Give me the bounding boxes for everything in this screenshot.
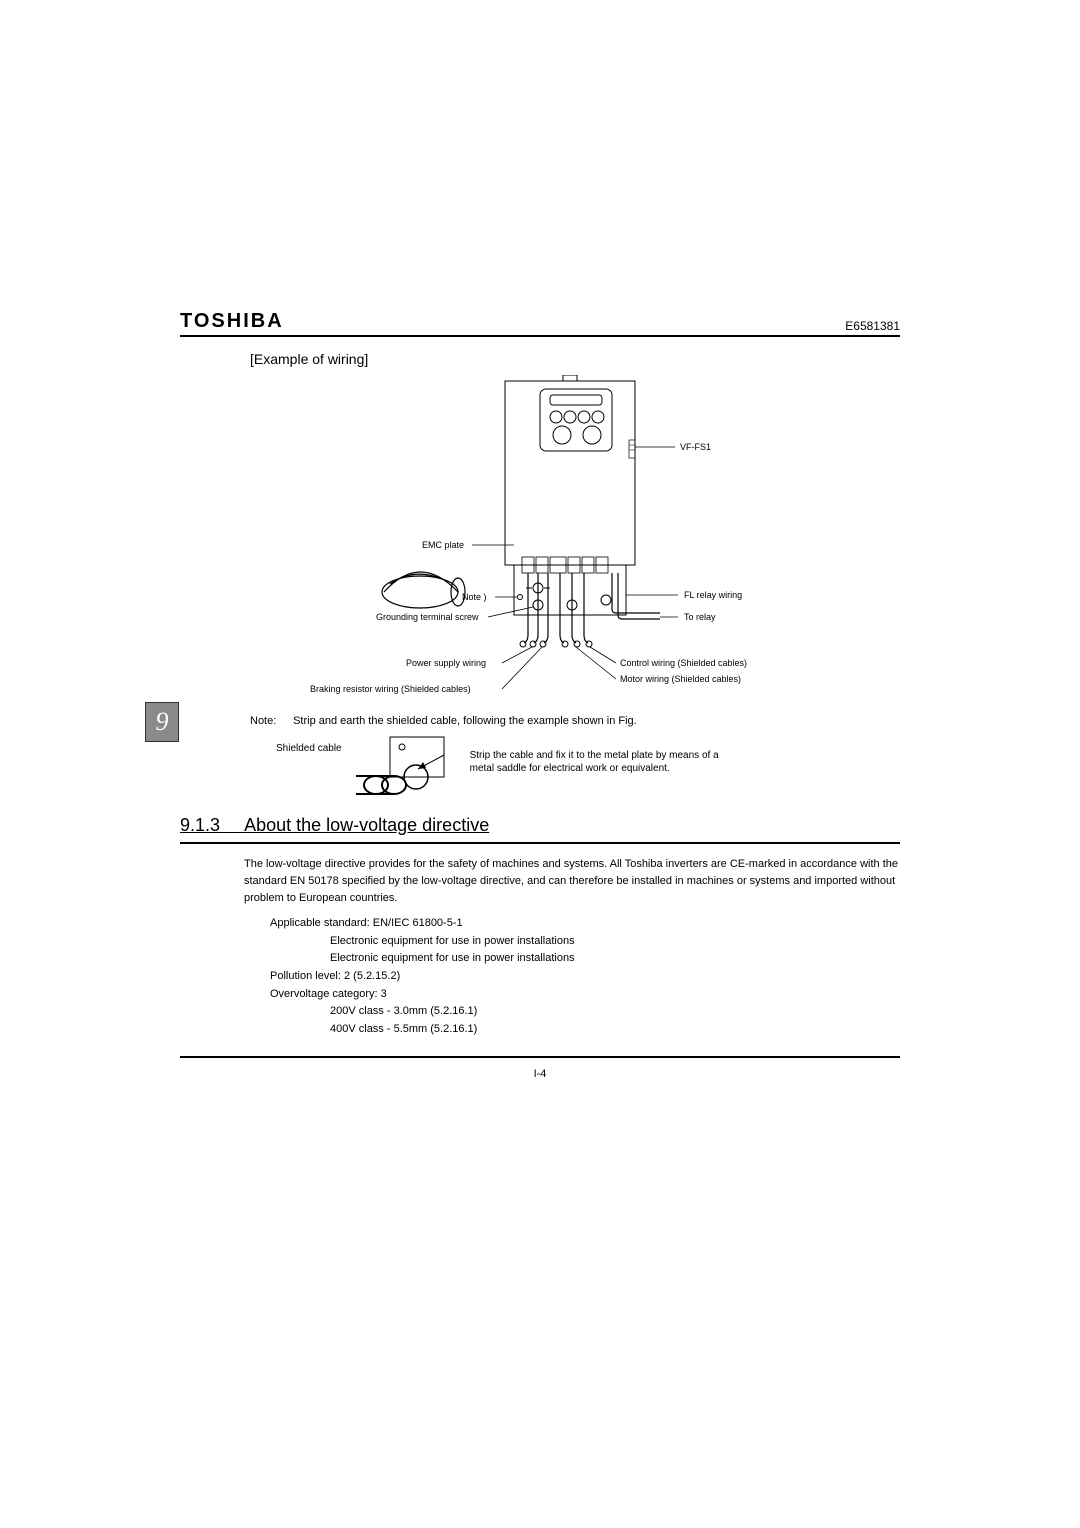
spec-200v: 200V class - 3.0mm (5.2.16.1) xyxy=(330,1003,900,1021)
spec-standard: Applicable standard: EN/IEC 61800-5-1 xyxy=(270,915,900,933)
emc-plate-label: EMC plate xyxy=(422,540,464,550)
section-title: About the low-voltage directive xyxy=(244,815,489,835)
brand-logo: TOSHIBA xyxy=(180,310,284,333)
fl-relay-label: FL relay wiring xyxy=(684,590,742,600)
shielded-cable-label: Shielded cable xyxy=(276,735,342,754)
control-wiring-label: Control wiring (Shielded cables) xyxy=(620,658,747,668)
document-number: E6581381 xyxy=(845,319,900,333)
note-label: Note: xyxy=(250,715,290,727)
section-heading: 9.1.3 About the low-voltage directive xyxy=(180,815,900,844)
motor-wiring-label: Motor wiring (Shielded cables) xyxy=(620,674,741,684)
grounding-label: Grounding terminal screw xyxy=(376,612,479,622)
note-text: Strip and earth the shielded cable, foll… xyxy=(293,715,637,727)
spec-overvoltage: Overvoltage category: 3 xyxy=(270,986,900,1004)
spec-400v: 400V class - 5.5mm (5.2.16.1) xyxy=(330,1021,900,1039)
spec-pollution: Pollution level: 2 (5.2.15.2) xyxy=(270,968,900,986)
page-header: TOSHIBA E6581381 xyxy=(180,310,900,337)
section-body: The low-voltage directive provides for t… xyxy=(244,856,900,907)
section-number: 9.1.3 xyxy=(180,815,220,835)
to-relay-label: To relay xyxy=(684,612,716,622)
wiring-example-title: [Example of wiring] xyxy=(250,351,900,367)
spec-equip1: Electronic equipment for use in power in… xyxy=(330,933,900,951)
chapter-tab: 9 xyxy=(145,702,179,742)
note-line: Note: Strip and earth the shielded cable… xyxy=(250,715,900,727)
spec-equip2: Electronic equipment for use in power in… xyxy=(330,950,900,968)
footer-rule xyxy=(180,1056,900,1058)
braking-label: Braking resistor wiring (Shielded cables… xyxy=(310,684,471,694)
shielded-cable-text: Strip the cable and fix it to the metal … xyxy=(470,735,730,775)
spec-list: Applicable standard: EN/IEC 61800-5-1 El… xyxy=(270,915,900,1038)
note-marker-label: Note ) xyxy=(462,592,487,602)
wiring-diagram: VF-FS1 EMC plate Note ) Gro xyxy=(280,375,800,705)
page-number: I-4 xyxy=(180,1068,900,1080)
page-content: TOSHIBA E6581381 [Example of wiring] VF-… xyxy=(180,310,900,1080)
shielded-cable-row: Shielded cable Strip the cable and fix i… xyxy=(276,735,900,797)
shielded-cable-icon xyxy=(356,735,456,797)
vf-fs1-label: VF-FS1 xyxy=(680,442,711,452)
power-supply-label: Power supply wiring xyxy=(406,658,486,668)
